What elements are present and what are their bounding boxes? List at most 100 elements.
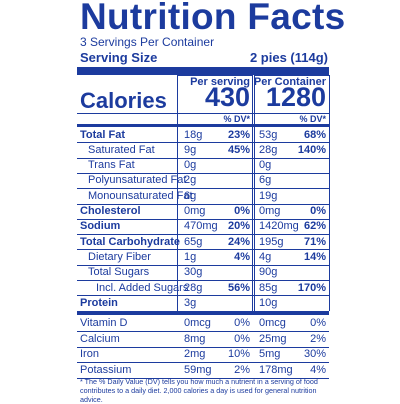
nutrient-name: Cholesterol [80,205,141,217]
daily-value: 20% [227,220,250,233]
rule [77,188,329,190]
daily-value: 71% [303,235,326,248]
nutrient-name: Dietary Fiber [88,250,151,263]
daily-value: 68% [303,128,326,141]
nutrient-name: Total Fat [80,128,126,141]
rule [77,295,329,297]
thick-rule [77,310,329,315]
rule [77,249,329,251]
amount: 0g [184,159,197,172]
serving-size-value: 2 pies (114g) [249,50,328,65]
amount: 4g [259,250,272,263]
amount: 0mg [184,205,206,217]
column-box [254,75,330,311]
amount: 0g [259,159,272,172]
daily-value: 62% [303,220,326,233]
amount: 19g [259,189,278,202]
daily-value: 30% [303,348,326,361]
rule [77,113,329,114]
amount: 1g [184,250,197,263]
column-box [177,75,253,311]
amount: 2g [184,174,197,187]
daily-value: 14% [303,250,326,263]
daily-value: 0% [234,332,250,345]
amount: 85g [259,281,278,294]
nutrient-name: Potassium [80,363,132,376]
amount: 59mg [184,363,212,376]
title: Nutrition Facts [80,0,346,37]
daily-value: 0% [234,317,250,330]
calories-value: 430 [204,82,250,112]
amount: 1420mg [259,220,299,233]
amount: 10g [259,296,278,309]
nutrient-name: Vitamin D [80,317,128,330]
amount: 178mg [259,363,293,376]
nutrient-name: Calcium [80,332,120,345]
amount: 53g [259,128,278,141]
rule [77,264,329,266]
amount: 5mg [259,348,281,361]
rule [77,203,329,205]
nutrient-name: Total Carbohydrate [80,235,181,248]
rule [77,362,329,364]
daily-value: 23% [227,128,250,141]
nutrient-name: Saturated Fat [88,143,155,156]
nutrient-name: Protein [80,296,118,309]
daily-value: 24% [227,235,250,248]
daily-value: 10% [227,348,250,361]
daily-value: 0% [310,317,326,330]
amount: 0mcg [184,317,211,330]
amount: 6g [259,174,272,187]
amount: 28g [184,281,203,294]
servings: 3 Servings Per Container [80,35,215,49]
daily-value: 2% [234,363,250,376]
amount: 9g [184,143,197,156]
column-header: Per serving [190,76,250,88]
nutrient-name: Iron [80,348,99,361]
amount: 195g [259,235,284,248]
amount: 90g [259,266,278,279]
rule [77,142,329,144]
rule [77,218,329,220]
daily-value: 56% [227,281,250,294]
rule [77,172,329,174]
amount: 65g [184,235,203,248]
daily-value: 45% [227,143,250,156]
daily-value: 2% [310,332,326,345]
daily-value: 4% [310,363,326,376]
amount: 18g [184,128,203,141]
amount: 3g [184,296,197,309]
daily-value: 0% [234,205,250,217]
amount: 25mg [259,332,287,345]
rule [77,234,329,236]
serving-size-label: Serving Size [80,50,158,65]
column-header: Per Container [253,76,326,88]
amount: 0mg [259,205,281,217]
daily-value: 4% [234,250,250,263]
daily-value: 170% [297,281,326,294]
amount: 470mg [184,220,218,233]
nutrient-name: Monounsaturated Fat [88,189,193,202]
nutrient-name: Trans Fat [88,159,135,172]
amount: 8mg [184,332,206,345]
nutrient-name: Incl. Added Sugars [96,281,189,294]
rule [77,377,329,379]
rule [77,157,329,159]
thick-rule [77,124,329,127]
nutrient-name: Polyunsaturated Fat [88,174,187,187]
rule [77,280,329,281]
nutrient-name: Total Sugars [88,266,150,279]
amount: 30g [184,266,203,279]
dv-header: % DV* [223,114,250,124]
amount: 0mcg [259,317,286,330]
amount: 28g [259,143,278,156]
amount: 2mg [184,348,206,361]
rule [77,331,329,333]
amount: 6g [184,189,197,202]
rule [77,346,329,348]
calories-value: 1280 [265,82,326,112]
thick-rule [77,67,329,75]
nutrient-name: Sodium [80,220,121,233]
calories-label: Calories [80,88,167,113]
